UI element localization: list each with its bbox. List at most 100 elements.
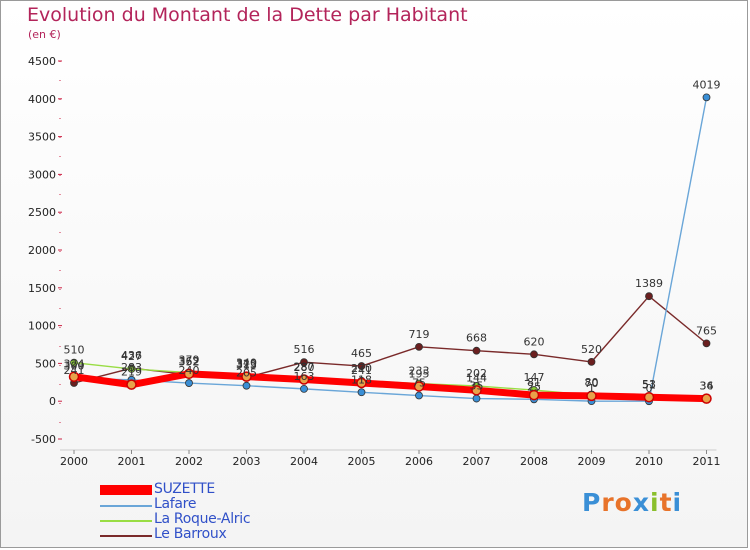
legend-label: Le Barroux (154, 526, 227, 542)
data-label: 35 (470, 380, 484, 393)
data-point (68, 371, 80, 382)
data-label: 719 (409, 328, 430, 341)
data-label: 436 (121, 349, 142, 362)
data-label: 620 (524, 335, 545, 348)
axes: -500050010001500200025003000350040004500… (28, 55, 721, 468)
data-point (357, 388, 366, 397)
data-label: 465 (351, 347, 372, 360)
series-line-le-barroux (73, 295, 707, 384)
data-label: 325 (236, 358, 257, 371)
proxiti-logo: Proxiti (582, 488, 682, 517)
data-point (300, 358, 308, 367)
y-tick-label: 2500 (28, 206, 56, 219)
data-label: 765 (696, 324, 717, 337)
data-point (70, 358, 78, 367)
data-label: 4019 (693, 78, 721, 91)
legend-swatch (100, 505, 152, 507)
x-tick-label: 2008 (520, 455, 548, 468)
data-label: 70 (585, 377, 599, 390)
x-tick-label: 2010 (635, 455, 663, 468)
data-label: 240 (179, 364, 200, 377)
data-label: 362 (179, 355, 200, 368)
y-tick-label: 3000 (28, 168, 56, 181)
data-label: 313 (236, 359, 257, 372)
data-point (415, 342, 423, 351)
data-label: 280 (294, 361, 315, 374)
data-point (472, 394, 481, 403)
legend-label: SUZETTE (154, 481, 215, 497)
x-tick-label: 2001 (118, 455, 146, 468)
data-point (643, 391, 655, 403)
data-label: 144 (466, 371, 487, 384)
data-point (471, 385, 482, 396)
data-point (185, 379, 193, 387)
data-label: 520 (581, 343, 602, 356)
data-point (530, 350, 538, 359)
data-label: 324 (64, 358, 85, 371)
data-point (300, 384, 308, 393)
series-line-suzette (73, 370, 707, 403)
data-point (702, 339, 711, 348)
data-point (472, 346, 481, 355)
data-label: 233 (409, 365, 430, 378)
data-label: 427 (121, 350, 142, 363)
data-point (701, 393, 712, 404)
data-label: 195 (409, 367, 430, 380)
logo-letter: x (632, 488, 650, 517)
x-tick-label: 2009 (578, 455, 606, 468)
data-label: 25 (527, 380, 541, 393)
x-tick-label: 2011 (693, 455, 721, 468)
unit-label: (en €) (28, 28, 61, 41)
data-label: 53 (642, 378, 656, 391)
data-label: 75 (412, 377, 426, 390)
x-tick-label: 2006 (405, 455, 433, 468)
data-point (587, 357, 596, 366)
data-label: 163 (294, 370, 315, 383)
x-tick-label: 2003 (233, 455, 261, 468)
data-label: 147 (524, 371, 545, 384)
data-label: 219 (121, 366, 142, 379)
logo-letter: r (601, 488, 615, 517)
logo-letter: i (672, 488, 683, 517)
logo-letter: P (582, 488, 602, 517)
series-layer (68, 93, 712, 406)
x-tick-label: 2007 (463, 455, 491, 468)
y-tick-label: 2000 (28, 244, 56, 257)
data-label: 1389 (635, 277, 663, 290)
y-tick-label: -500 (31, 433, 56, 446)
data-point (356, 377, 367, 389)
data-label: 80 (585, 376, 599, 389)
data-label: 202 (466, 367, 487, 380)
x-tick-label: 2005 (348, 455, 376, 468)
legend-swatch (100, 485, 152, 495)
data-label: 205 (236, 367, 257, 380)
data-point (241, 371, 252, 382)
data-point (415, 391, 423, 400)
data-point (528, 389, 540, 401)
x-tick-label: 2004 (290, 455, 318, 468)
data-point (127, 365, 136, 373)
series-line-lafare (73, 97, 708, 402)
x-tick-label: 2000 (60, 455, 88, 468)
y-tick-label: 1000 (28, 320, 56, 333)
data-label: 1 (588, 382, 595, 395)
data-label: 34 (700, 380, 714, 393)
y-tick-label: 3500 (28, 131, 56, 144)
logo-letter: i (650, 488, 660, 517)
legend-swatch (100, 535, 152, 537)
data-point (645, 292, 653, 301)
data-point (702, 93, 711, 102)
legend-swatch (100, 520, 152, 522)
data-point (183, 368, 195, 380)
data-point (126, 379, 137, 390)
data-label: 379 (179, 354, 200, 367)
data-label: 270 (351, 362, 372, 375)
chart-title: Evolution du Montant de la Dette par Hab… (27, 4, 468, 26)
y-tick-label: 0 (49, 395, 56, 408)
data-point (242, 381, 251, 390)
y-tick-label: 4000 (28, 93, 56, 106)
data-label: 352 (179, 356, 200, 369)
logo-letter: o (614, 488, 633, 517)
